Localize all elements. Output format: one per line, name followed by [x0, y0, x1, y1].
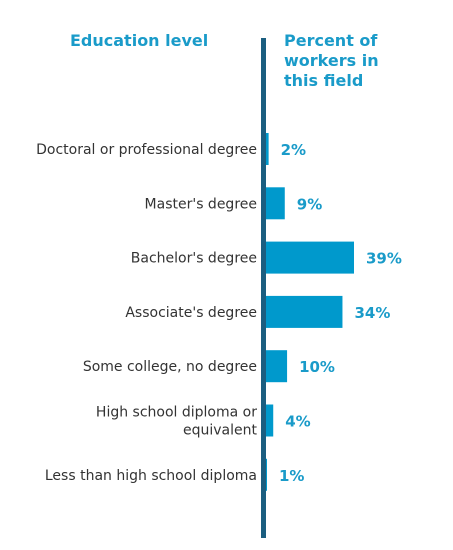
bar-2 [264, 241, 354, 274]
chart-axis-line [261, 38, 266, 538]
category-label-5: High school diploma or equivalent [96, 405, 258, 439]
value-label-4: 10% [299, 358, 335, 376]
bar-3 [264, 295, 343, 328]
category-label-6: Less than high school diploma [45, 468, 257, 484]
bar-0 [264, 133, 269, 165]
value-label-6: 1% [279, 467, 304, 485]
bar-1 [264, 187, 285, 220]
category-label-0: Doctoral or professional degree [36, 142, 257, 158]
education-level-header: Education level [70, 31, 209, 50]
value-label-5: 4% [285, 413, 310, 431]
value-label-2: 39% [366, 250, 402, 268]
bar-4 [264, 350, 288, 383]
category-label-4: Some college, no degree [83, 359, 257, 375]
bars-group [264, 133, 354, 491]
value-label-3: 34% [354, 304, 390, 322]
percent-workers-header: Percent of workers in this field [284, 31, 379, 90]
value-label-0: 2% [281, 141, 306, 159]
value-labels-group: 2% 9% 39% 34% 10% 4% 1% [279, 141, 402, 485]
category-labels-group: Doctoral or professional degree Master's … [36, 142, 257, 484]
bar-5 [264, 404, 274, 437]
value-label-1: 9% [297, 195, 322, 213]
category-label-2: Bachelor's degree [131, 251, 257, 267]
category-label-1: Master's degree [145, 196, 257, 212]
category-label-3: Associate's degree [125, 305, 257, 321]
